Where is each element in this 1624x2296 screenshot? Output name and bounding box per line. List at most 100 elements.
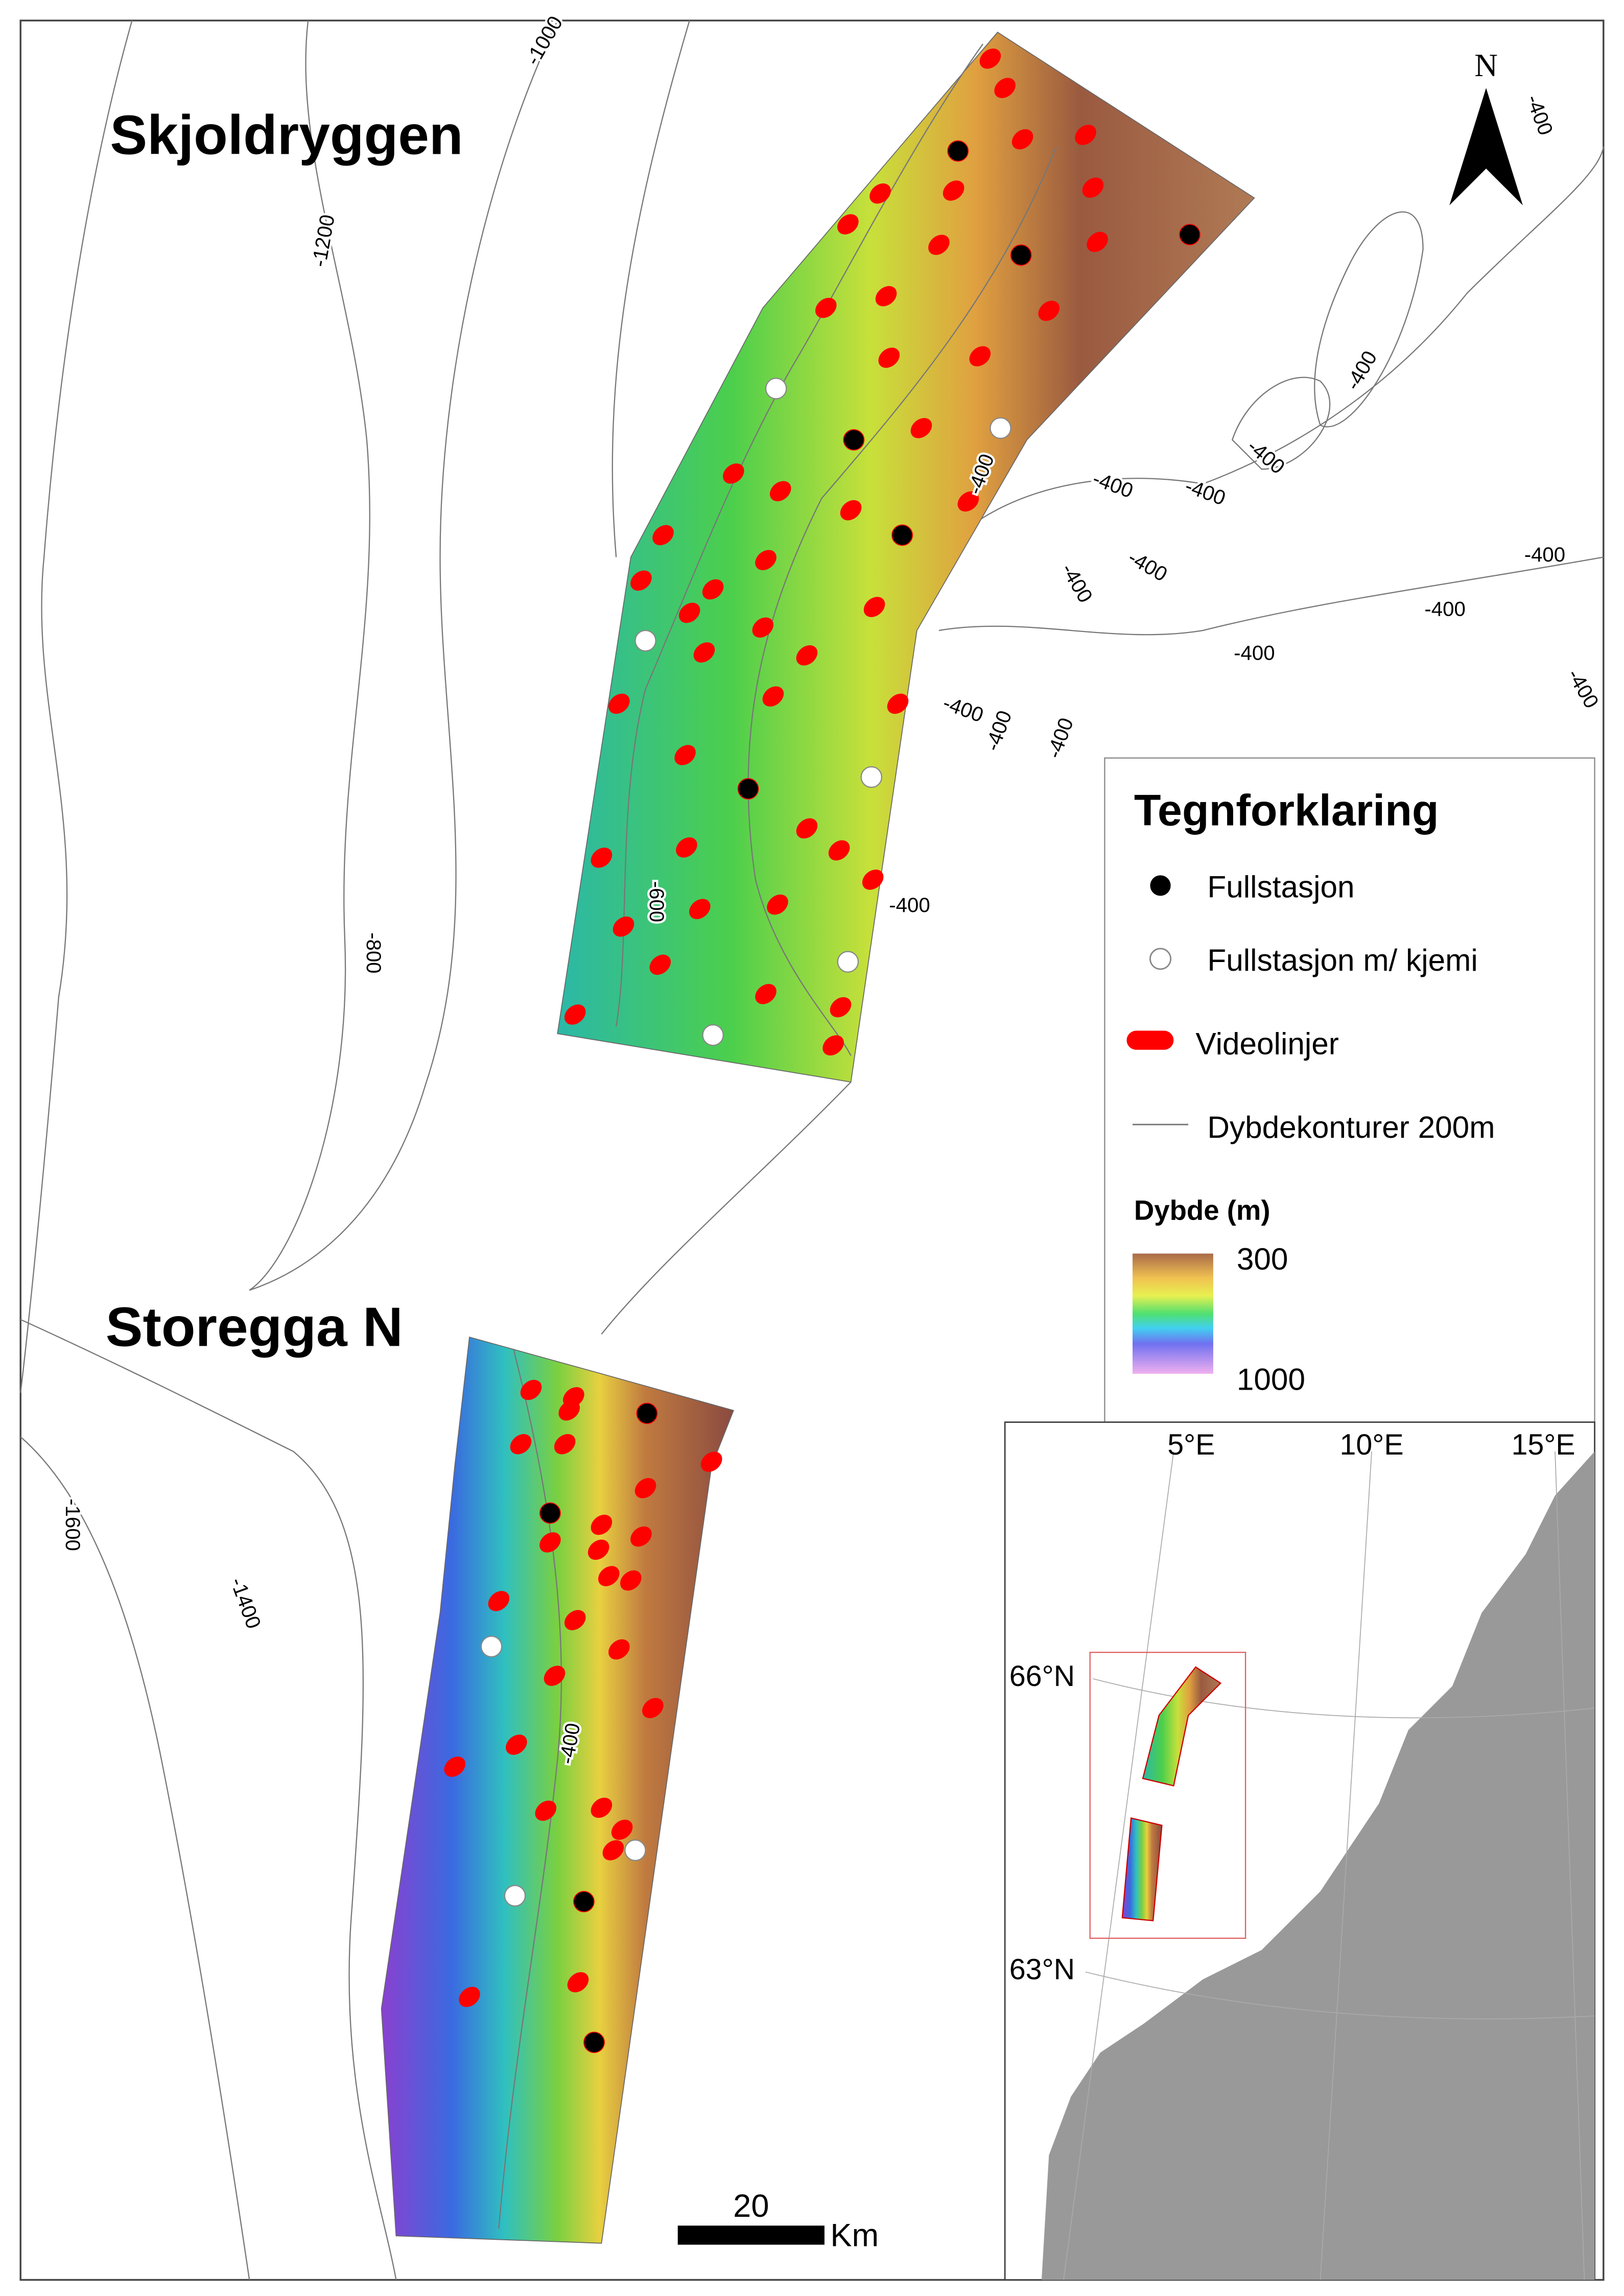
video-line xyxy=(943,180,964,201)
contour-label: -400 xyxy=(1234,641,1275,664)
video-line xyxy=(1082,177,1104,198)
video-line xyxy=(957,491,979,512)
video-line xyxy=(488,1590,510,1611)
legend: Tegnforklaring Fullstasjon Fullstasjon m… xyxy=(1104,757,1595,1423)
full-station xyxy=(737,778,759,800)
depth-min: 300 xyxy=(1237,1241,1288,1276)
video-line xyxy=(762,686,784,707)
video-line xyxy=(652,525,674,546)
full-station xyxy=(573,1891,595,1912)
full-station xyxy=(891,524,913,546)
video-line xyxy=(602,1840,624,1861)
video-line xyxy=(752,617,774,638)
video-line xyxy=(642,1698,664,1719)
full-station xyxy=(636,1402,658,1424)
video-line xyxy=(875,286,897,307)
video-line xyxy=(815,297,837,318)
video-line xyxy=(878,347,900,368)
video-line xyxy=(700,1451,722,1472)
legend-item: Videolinjer xyxy=(1195,1026,1338,1061)
chem-station xyxy=(504,1885,526,1907)
depth-title: Dybde (m) xyxy=(1134,1195,1270,1226)
video-line xyxy=(994,78,1016,98)
inset-lon-label: 15°E xyxy=(1511,1428,1575,1461)
video-line xyxy=(1038,300,1060,321)
video-line xyxy=(869,183,891,204)
full-station xyxy=(1179,224,1201,246)
video-line xyxy=(755,983,776,1004)
north-label: N xyxy=(1474,48,1498,83)
chem-station xyxy=(990,417,1011,439)
video-line xyxy=(837,214,859,235)
legend-item: Fullstasjon m/ kjemi xyxy=(1207,943,1477,977)
video-line xyxy=(840,500,862,521)
chem-station xyxy=(624,1839,646,1861)
video-line xyxy=(444,1756,466,1777)
video-line xyxy=(539,1532,561,1553)
video-line xyxy=(544,1666,566,1686)
full-station xyxy=(583,2031,605,2053)
survey-area-north xyxy=(557,32,1255,1083)
scale-bar: 20 Km xyxy=(677,2188,879,2253)
chem-station xyxy=(860,766,883,788)
chem-station xyxy=(480,1635,503,1657)
video-line xyxy=(830,997,852,1018)
video-line xyxy=(979,48,1001,69)
video-line xyxy=(828,840,850,861)
video-line xyxy=(796,645,818,666)
video-line xyxy=(863,597,885,617)
video-line xyxy=(587,1539,609,1560)
chem-station xyxy=(702,1024,724,1046)
legend-item: Dybdekonturer 200m xyxy=(1207,1110,1495,1144)
inset-map: 5°E 10°E 15°E 66°N 63°N xyxy=(1004,1421,1596,2281)
full-station xyxy=(843,429,865,451)
video-line xyxy=(928,235,950,255)
contour-label: -1600 xyxy=(61,1498,84,1551)
video-line xyxy=(767,894,788,915)
contour-label: -400 xyxy=(1524,543,1565,566)
video-line xyxy=(620,1570,642,1591)
video-line xyxy=(564,1004,586,1025)
video-line xyxy=(723,463,744,484)
video-line xyxy=(910,418,932,438)
video-line xyxy=(611,1819,633,1840)
video-line xyxy=(506,1735,527,1755)
inset-lat-label: 63°N xyxy=(1009,1953,1075,1986)
chem-station xyxy=(837,951,859,973)
contour-label: -400 xyxy=(1424,597,1465,620)
video-line xyxy=(564,1610,586,1630)
legend-item: Fullstasjon xyxy=(1207,869,1354,904)
full-station xyxy=(1010,244,1032,266)
video-line xyxy=(459,1986,480,2007)
video-line xyxy=(608,1639,630,1660)
video-line xyxy=(1075,125,1096,145)
video-line xyxy=(608,693,630,714)
chem-station xyxy=(634,629,656,652)
video-line xyxy=(567,1972,589,1993)
full-station xyxy=(947,140,969,162)
video-line xyxy=(554,1434,576,1455)
video-line xyxy=(1087,231,1108,252)
video-line xyxy=(634,1478,656,1498)
full-station xyxy=(539,1502,561,1524)
video-line xyxy=(678,602,700,623)
inset-lat-label: 66°N xyxy=(1009,1660,1075,1693)
contour-label: -800 xyxy=(362,932,385,973)
video-line xyxy=(591,848,613,868)
video-line xyxy=(1011,129,1033,150)
depth-max: 1000 xyxy=(1237,1362,1305,1397)
area-label: Skjoldryggen xyxy=(110,104,463,166)
video-line xyxy=(510,1434,532,1455)
inset-lon-label: 5°E xyxy=(1167,1428,1215,1461)
chem-station xyxy=(765,378,787,400)
inset-lon-label: 10°E xyxy=(1339,1428,1403,1461)
video-line xyxy=(630,570,652,591)
stations xyxy=(444,48,1201,2053)
north-arrow: N xyxy=(1449,48,1523,205)
video-line xyxy=(649,954,671,975)
video-line xyxy=(887,693,909,714)
video-line xyxy=(822,1035,844,1056)
video-line xyxy=(755,550,776,571)
video-line xyxy=(558,1400,580,1421)
